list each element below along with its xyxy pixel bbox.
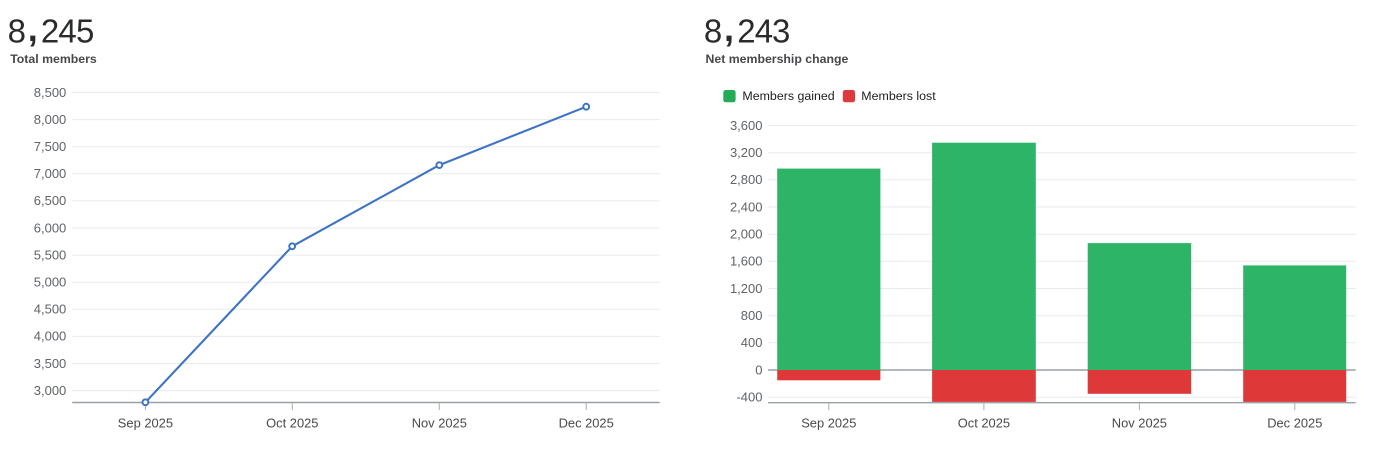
svg-text:1,600: 1,600 [730, 254, 763, 269]
svg-text:4: 4 [755, 13, 773, 50]
svg-text:-400: -400 [736, 390, 762, 405]
svg-text:Dec 2025: Dec 2025 [559, 416, 614, 431]
svg-text:800: 800 [741, 308, 763, 323]
svg-text:Oct 2025: Oct 2025 [958, 416, 1010, 431]
svg-text:Dec 2025: Dec 2025 [1267, 416, 1322, 431]
svg-text:1,200: 1,200 [730, 281, 763, 296]
svg-text:,: , [28, 8, 38, 49]
svg-text:5,500: 5,500 [34, 247, 67, 262]
svg-text:8: 8 [704, 13, 722, 50]
svg-text:8,000: 8,000 [34, 112, 67, 127]
svg-text:2,800: 2,800 [730, 172, 763, 187]
svg-text:3,000: 3,000 [34, 383, 67, 398]
svg-text:6,000: 6,000 [34, 220, 67, 235]
svg-text:Members lost: Members lost [861, 89, 936, 103]
svg-text:Oct 2025: Oct 2025 [266, 416, 318, 431]
svg-text:Sep 2025: Sep 2025 [801, 416, 856, 431]
svg-text:4: 4 [58, 13, 76, 50]
svg-text:0: 0 [755, 362, 762, 377]
svg-text:Net membership change: Net membership change [706, 52, 849, 66]
svg-text:4,000: 4,000 [34, 329, 67, 344]
svg-text:8: 8 [8, 13, 26, 50]
svg-text:7,500: 7,500 [34, 139, 67, 154]
svg-text:Members gained: Members gained [742, 89, 834, 103]
svg-text:5,000: 5,000 [34, 275, 67, 290]
svg-text:7,000: 7,000 [34, 166, 67, 181]
svg-text:2,000: 2,000 [730, 227, 763, 242]
svg-text:2,400: 2,400 [730, 199, 763, 214]
svg-text:Nov 2025: Nov 2025 [1112, 416, 1167, 431]
svg-text:Total members: Total members [10, 52, 97, 66]
svg-text:3,200: 3,200 [730, 145, 763, 160]
svg-text:2: 2 [41, 13, 59, 50]
svg-text:,: , [724, 8, 734, 49]
svg-text:2: 2 [737, 13, 755, 50]
svg-text:6,500: 6,500 [34, 193, 67, 208]
svg-text:3: 3 [772, 13, 790, 50]
svg-text:4,500: 4,500 [34, 302, 67, 317]
svg-text:8,500: 8,500 [34, 85, 67, 100]
svg-text:3,600: 3,600 [730, 118, 763, 133]
svg-text:400: 400 [741, 335, 763, 350]
svg-text:Nov 2025: Nov 2025 [412, 416, 467, 431]
svg-text:5: 5 [76, 13, 94, 50]
svg-text:Sep 2025: Sep 2025 [118, 416, 173, 431]
svg-text:3,500: 3,500 [34, 356, 67, 371]
